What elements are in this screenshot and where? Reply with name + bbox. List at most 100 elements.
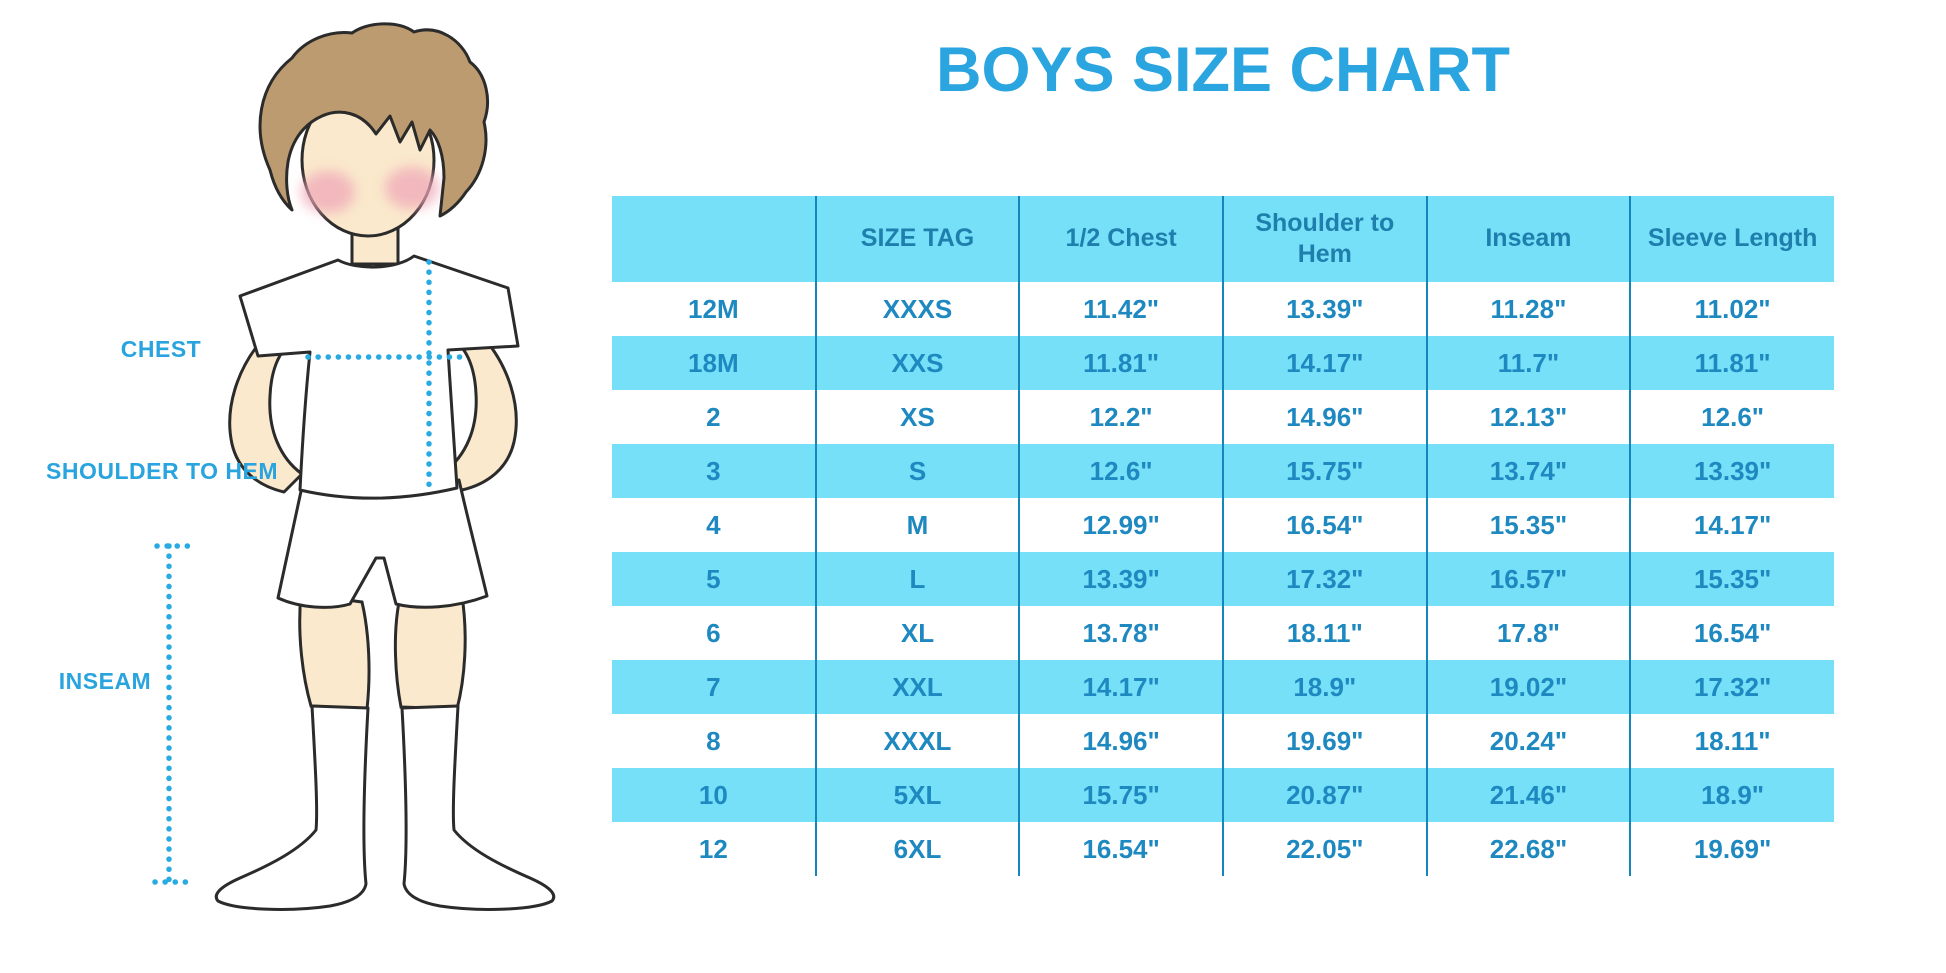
- table-cell: 8: [706, 725, 721, 756]
- table-cell: 19.69": [1221, 714, 1427, 768]
- table-cell: 13.39": [1221, 282, 1427, 336]
- table-cell: 14.17": [1629, 498, 1834, 552]
- table-row: 3 S 12.6" 15.75" 13.74" 13.39": [612, 444, 1834, 498]
- table-cell: 16.54": [1221, 498, 1427, 552]
- table-cell: L: [814, 552, 1020, 606]
- boy-tshirt: [238, 254, 520, 500]
- table-cell: 11.28": [1425, 282, 1631, 336]
- table-cell: 4: [706, 509, 721, 540]
- table-cell: 11.7": [1425, 336, 1631, 390]
- table-cell: 12: [698, 833, 728, 864]
- table-cell: 16.54": [1018, 822, 1223, 876]
- boy-illustration: [152, 22, 556, 911]
- table-cell: 20.24": [1425, 714, 1631, 768]
- table-cell: 13.74": [1425, 444, 1631, 498]
- table-row: 7 XXL 14.17" 18.9" 19.02" 17.32": [612, 660, 1834, 714]
- table-cell: 18.11": [1221, 606, 1427, 660]
- table-cell: 15.75": [1018, 768, 1223, 822]
- inseam-label: INSEAM: [58, 668, 152, 694]
- chest-label: CHEST: [120, 336, 202, 362]
- header-cell-size: [612, 196, 816, 282]
- boy-right-thigh: [393, 594, 467, 711]
- table-row: 12 6XL 16.54" 22.05" 22.68" 19.69": [612, 822, 1834, 876]
- table-row: 8 XXXL 14.96" 19.69" 20.24" 18.11": [612, 714, 1834, 768]
- table-cell: 12.6": [1018, 444, 1223, 498]
- table-cell: 10: [612, 768, 816, 822]
- header-cell-size-tag: SIZE TAG: [814, 196, 1020, 282]
- header-cell-shoulder-to-hem: Shoulder to Hem: [1221, 196, 1427, 282]
- table-cell: 14.17": [1018, 660, 1223, 714]
- table-cell: 16.57": [1425, 552, 1631, 606]
- table-cell: XXS: [814, 336, 1020, 390]
- table-cell: 12.2": [1018, 390, 1223, 444]
- table-cell: 14.96": [1018, 714, 1223, 768]
- table-cell: 19.02": [1425, 660, 1631, 714]
- shoulder-to-hem-label: SHOULDER TO HEM: [46, 458, 278, 484]
- table-cell: 15.75": [1221, 444, 1427, 498]
- table-cell: 12M: [688, 293, 739, 324]
- boy-blush-right: [385, 167, 439, 209]
- size-table: SIZE TAG 1/2 Chest Shoulder to Hem Insea…: [612, 196, 1834, 876]
- table-cell: S: [814, 444, 1020, 498]
- boy-left-arm: [228, 338, 304, 494]
- table-row: 2 XS 12.2" 14.96" 12.13" 12.6": [612, 390, 1834, 444]
- table-cell: 14.17": [1221, 336, 1427, 390]
- table-row: 10 5XL 15.75" 20.87" 21.46" 18.9": [612, 768, 1834, 822]
- table-cell: 18.11": [1629, 714, 1834, 768]
- table-cell: 18M: [612, 336, 816, 390]
- table-cell: 5XL: [814, 768, 1020, 822]
- boy-left-thigh: [298, 592, 371, 711]
- table-cell: 22.68": [1425, 822, 1631, 876]
- table-row: 18M XXS 11.81" 14.17" 11.7" 11.81": [612, 336, 1834, 390]
- header-cell-inseam: Inseam: [1425, 196, 1631, 282]
- table-cell: 18.9": [1221, 660, 1427, 714]
- table-cell: 7: [612, 660, 816, 714]
- boy-right-sock: [400, 704, 556, 911]
- table-cell: 14.96": [1221, 390, 1427, 444]
- table-cell: XXL: [814, 660, 1020, 714]
- table-cell: 20.87": [1221, 768, 1427, 822]
- table-cell: 21.46": [1425, 768, 1631, 822]
- table-row: 12M XXXS 11.42" 13.39" 11.28" 11.02": [612, 282, 1834, 336]
- boy-hair: [258, 22, 489, 218]
- table-cell: 19.69": [1629, 822, 1834, 876]
- table-cell: XXXL: [814, 714, 1020, 768]
- table-cell: 12.6": [1629, 390, 1834, 444]
- table-cell: 13.78": [1018, 606, 1223, 660]
- table-cell: 13.39": [1018, 552, 1223, 606]
- table-cell: 2: [706, 401, 721, 432]
- table-cell: 17.32": [1629, 660, 1834, 714]
- table-cell: 11.42": [1018, 282, 1223, 336]
- header-cell-half-chest: 1/2 Chest: [1018, 196, 1223, 282]
- boy-blush-left: [301, 171, 355, 213]
- table-cell: 6: [706, 617, 721, 648]
- table-cell: 15.35": [1425, 498, 1631, 552]
- table-row: 4 M 12.99" 16.54" 15.35" 14.17": [612, 498, 1834, 552]
- table-cell: XS: [814, 390, 1020, 444]
- table-cell: 11.81": [1629, 336, 1834, 390]
- table-cell: 11.81": [1018, 336, 1223, 390]
- table-cell: 15.35": [1629, 552, 1834, 606]
- table-cell: 13.39": [1629, 444, 1834, 498]
- table-cell: 16.54": [1629, 606, 1834, 660]
- table-cell: 17.8": [1425, 606, 1631, 660]
- table-cell: 17.32": [1221, 552, 1427, 606]
- table-cell: 11.02": [1629, 282, 1834, 336]
- table-cell: 18.9": [1629, 768, 1834, 822]
- table-row: 5 L 13.39" 17.32" 16.57" 15.35": [612, 552, 1834, 606]
- table-row: 6 XL 13.78" 18.11" 17.8" 16.54": [612, 606, 1834, 660]
- table-cell: XL: [814, 606, 1020, 660]
- table-cell: 12.13": [1425, 390, 1631, 444]
- table-cell: XXXS: [814, 282, 1020, 336]
- table-cell: 6XL: [814, 822, 1020, 876]
- table-cell: 22.05": [1221, 822, 1427, 876]
- header-cell-sleeve-length: Sleeve Length: [1629, 196, 1834, 282]
- table-cell: 12.99": [1018, 498, 1223, 552]
- table-cell: 5: [612, 552, 816, 606]
- page-title: BOYS SIZE CHART: [935, 35, 1511, 105]
- table-cell: M: [814, 498, 1020, 552]
- table-header-row: SIZE TAG 1/2 Chest Shoulder to Hem Insea…: [612, 196, 1834, 282]
- table-cell: 3: [612, 444, 816, 498]
- boy-left-sock: [214, 704, 370, 911]
